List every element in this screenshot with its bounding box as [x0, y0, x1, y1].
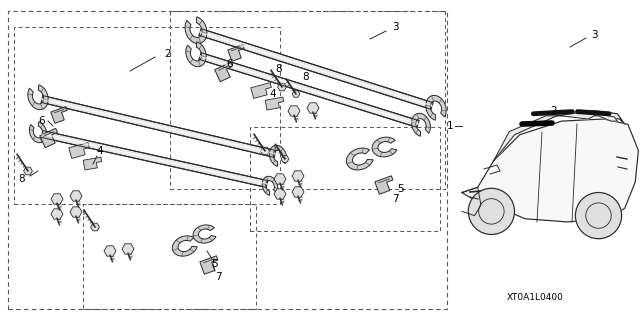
Text: 1: 1	[447, 121, 453, 131]
Polygon shape	[557, 111, 598, 119]
Polygon shape	[199, 53, 419, 127]
Bar	[8, 11, 447, 309]
Polygon shape	[596, 114, 618, 121]
Polygon shape	[307, 103, 319, 113]
Polygon shape	[251, 83, 271, 99]
Polygon shape	[104, 246, 116, 256]
Bar	[170, 11, 445, 189]
Polygon shape	[292, 171, 304, 181]
Polygon shape	[68, 143, 90, 159]
Text: 7: 7	[392, 194, 398, 204]
Polygon shape	[91, 223, 99, 231]
Polygon shape	[193, 225, 216, 243]
Text: 6: 6	[38, 116, 45, 126]
Polygon shape	[269, 145, 287, 167]
Polygon shape	[426, 95, 446, 120]
Polygon shape	[372, 137, 397, 157]
Polygon shape	[214, 62, 232, 82]
Text: 4: 4	[97, 146, 103, 156]
Polygon shape	[51, 194, 63, 204]
Text: XT0A1L0400: XT0A1L0400	[507, 293, 563, 301]
Polygon shape	[200, 256, 218, 274]
Polygon shape	[70, 207, 82, 217]
Polygon shape	[260, 147, 269, 155]
Polygon shape	[185, 17, 207, 44]
Text: 8: 8	[276, 64, 282, 74]
Polygon shape	[41, 96, 276, 157]
Polygon shape	[70, 191, 82, 201]
Polygon shape	[186, 42, 206, 67]
Polygon shape	[274, 189, 286, 199]
Polygon shape	[493, 116, 557, 161]
Polygon shape	[412, 113, 430, 136]
Polygon shape	[462, 119, 639, 222]
Polygon shape	[172, 236, 197, 256]
Text: 6: 6	[227, 59, 234, 69]
Polygon shape	[199, 29, 433, 109]
Polygon shape	[292, 187, 304, 197]
Bar	[83, 204, 256, 309]
Text: 3: 3	[591, 30, 597, 40]
Polygon shape	[122, 244, 134, 254]
Polygon shape	[29, 122, 47, 143]
Polygon shape	[292, 91, 300, 97]
Circle shape	[468, 188, 515, 234]
Text: 4: 4	[269, 89, 276, 99]
Text: 8: 8	[19, 174, 26, 184]
Polygon shape	[83, 157, 102, 170]
Polygon shape	[51, 209, 63, 219]
Polygon shape	[493, 111, 625, 161]
Polygon shape	[278, 83, 287, 91]
Circle shape	[575, 192, 621, 239]
Polygon shape	[274, 174, 286, 184]
Text: 8: 8	[303, 72, 309, 82]
Polygon shape	[24, 167, 33, 175]
Text: 2: 2	[164, 49, 172, 59]
Text: 3: 3	[392, 22, 398, 32]
Polygon shape	[28, 85, 48, 110]
Text: 7: 7	[214, 272, 221, 282]
Bar	[250, 127, 440, 231]
Polygon shape	[346, 148, 373, 170]
Text: 5: 5	[397, 184, 403, 194]
Polygon shape	[51, 107, 67, 123]
Text: 2: 2	[550, 106, 557, 116]
Bar	[14, 27, 280, 204]
Polygon shape	[41, 130, 268, 188]
Polygon shape	[288, 106, 300, 116]
Polygon shape	[281, 156, 289, 162]
Polygon shape	[40, 128, 58, 148]
Text: 5: 5	[212, 259, 218, 269]
Polygon shape	[262, 176, 278, 196]
Polygon shape	[228, 45, 244, 61]
Polygon shape	[375, 176, 393, 194]
Polygon shape	[265, 97, 284, 110]
